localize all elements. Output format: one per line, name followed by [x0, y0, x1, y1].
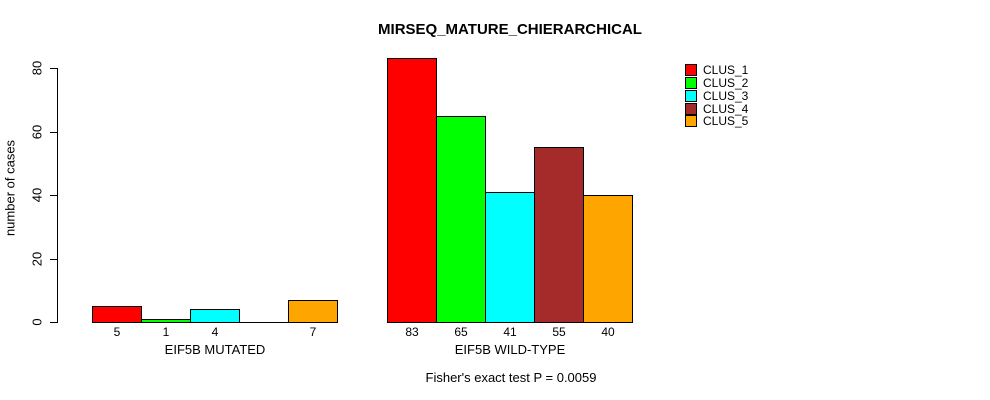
bar-value-label-wildtype: 83	[405, 325, 419, 339]
bar-clus-5-wildtype	[583, 195, 633, 323]
legend-label: CLUS_3	[703, 88, 749, 103]
legend-label: CLUS_2	[703, 76, 749, 91]
legend-item-clus-3: CLUS_3	[685, 88, 749, 103]
legend-item-clus-5: CLUS_5	[685, 115, 748, 128]
legend-label: CLUS_5	[703, 114, 749, 129]
x-axis-group-label-mutated: EIF5B MUTATED	[164, 342, 266, 357]
bar-clus-4-mutated	[239, 322, 289, 323]
bar-clus-2-wildtype	[436, 116, 486, 323]
bar-clus-1-wildtype	[387, 58, 437, 323]
y-axis-tick	[50, 322, 58, 323]
legend-item-clus-1: CLUS_1	[685, 64, 748, 77]
footnote: Fisher's exact test P = 0.0059	[425, 370, 597, 385]
x-axis-group-label-wildtype: EIF5B WILD-TYPE	[454, 342, 566, 357]
legend-swatch	[685, 77, 697, 90]
bar-clus-5-mutated	[288, 300, 338, 323]
legend-swatch	[685, 102, 697, 115]
legend-item-clus-4: CLUS_4	[685, 102, 748, 115]
bar-clus-1-mutated	[92, 306, 142, 323]
bar-value-label-mutated: 1	[162, 325, 170, 339]
legend-item-clus-2: CLUS_2	[685, 77, 748, 90]
bar-clus-3-mutated	[190, 309, 240, 323]
legend-label: CLUS_4	[703, 101, 749, 116]
legend-label: CLUS_1	[703, 63, 749, 78]
y-axis-tick-label: 80	[29, 60, 45, 76]
bar-value-label-wildtype: 40	[601, 325, 615, 339]
y-axis-tick	[50, 259, 58, 260]
bar-value-label-mutated: 7	[309, 325, 317, 339]
bar-clus-2-mutated	[141, 319, 191, 323]
y-axis-tick	[50, 195, 58, 196]
bar-value-label-wildtype: 41	[503, 325, 517, 339]
legend: CLUS_1 CLUS_2 CLUS_3 CLUS_4 CLUS_5	[685, 64, 748, 128]
y-axis-tick-label: 60	[29, 124, 45, 140]
y-axis-tick	[50, 132, 58, 133]
bar-value-label-wildtype: 55	[552, 325, 566, 339]
y-axis-tick-label: 40	[29, 187, 45, 203]
bar-value-label-mutated: 5	[113, 325, 121, 339]
legend-swatch	[685, 115, 697, 128]
bar-value-label-mutated: 4	[211, 325, 219, 339]
bar-value-label-wildtype: 65	[454, 325, 468, 339]
y-axis-tick	[50, 68, 58, 69]
bar-clus-4-wildtype	[534, 147, 584, 323]
y-axis-label: number of cases	[2, 139, 18, 237]
y-axis-tick-label: 20	[29, 251, 45, 267]
legend-swatch	[685, 89, 697, 102]
bar-clus-3-wildtype	[485, 192, 535, 323]
y-axis-tick-label: 0	[29, 318, 45, 326]
chart-title: MIRSEQ_MATURE_CHIERARCHICAL	[378, 21, 642, 38]
legend-swatch	[685, 64, 697, 77]
